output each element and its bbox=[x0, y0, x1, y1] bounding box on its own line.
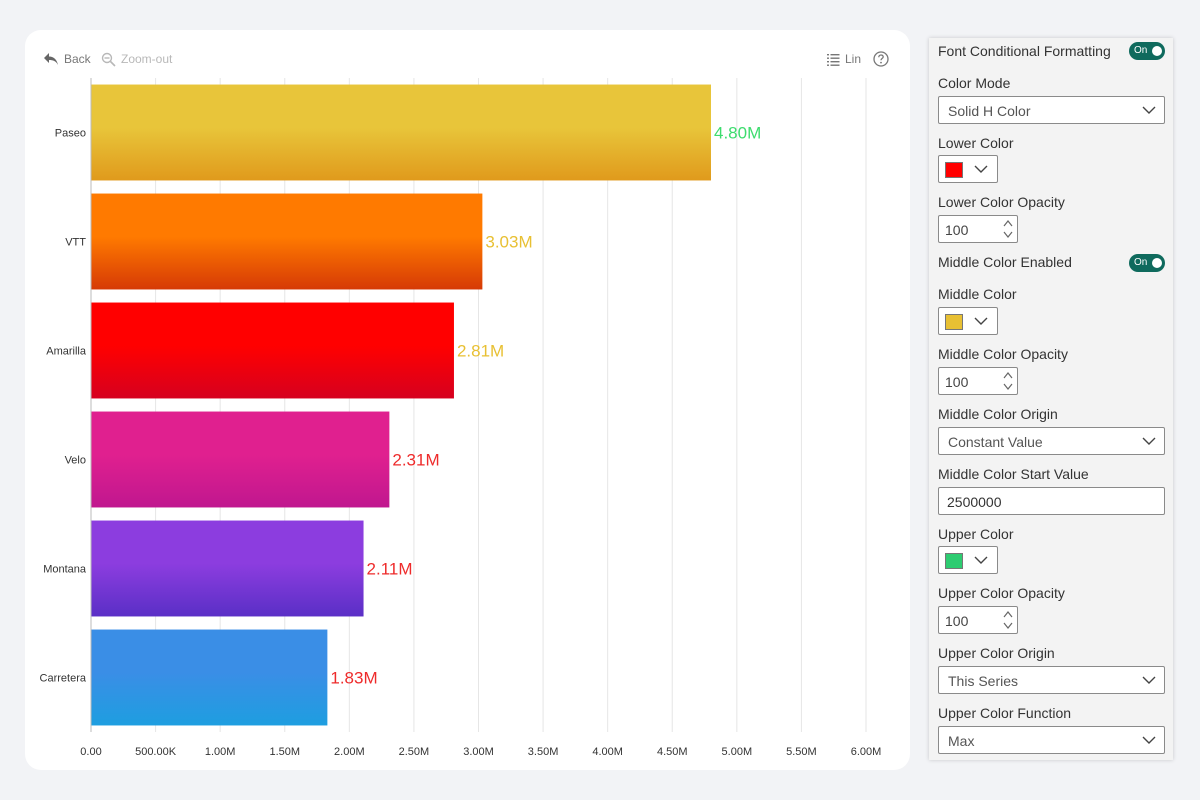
color-mode-label: Color Mode bbox=[938, 75, 1011, 91]
upper-color-swatch bbox=[945, 553, 963, 569]
toggle-knob bbox=[1152, 46, 1162, 56]
chart-toolbar: Back Zoom-out Lin bbox=[43, 50, 892, 70]
bar[interactable] bbox=[91, 302, 454, 399]
middle-color-start-value-input[interactable]: 2500000 bbox=[938, 487, 1165, 515]
upper-color-opacity-spinner[interactable]: 100 bbox=[938, 606, 1018, 634]
upper-color-function-label: Upper Color Function bbox=[938, 705, 1072, 721]
middle-color-opacity-value: 100 bbox=[945, 374, 969, 390]
data-label: 2.31M bbox=[392, 451, 439, 470]
bar-chart: Paseo 4.80M VTT 3.03M Amarilla 2.81M Velo 2.31M… bbox=[40, 78, 882, 758]
middle-color-origin-value: Constant Value bbox=[948, 434, 1043, 450]
bar[interactable] bbox=[91, 193, 483, 290]
zoom-out-button[interactable]: Zoom-out bbox=[101, 50, 172, 68]
middle-color-label: Middle Color bbox=[938, 286, 1017, 302]
middle-color-start-value: 2500000 bbox=[947, 494, 1002, 510]
lower-color-opacity-label: Lower Color Opacity bbox=[938, 194, 1065, 210]
chevron-down-icon bbox=[974, 165, 988, 173]
upper-color-origin-value: This Series bbox=[948, 673, 1019, 689]
color-mode-value: Solid H Color bbox=[948, 103, 1031, 119]
x-tick-label: 1.50M bbox=[269, 746, 300, 758]
x-tick-label: 4.00M bbox=[592, 746, 623, 758]
bar[interactable] bbox=[91, 520, 364, 617]
middle-color-swatch bbox=[945, 314, 963, 330]
x-tick-label: 2.00M bbox=[334, 746, 365, 758]
upper-color-function-dropdown[interactable]: Max bbox=[938, 726, 1165, 754]
x-tick-label: 3.00M bbox=[463, 746, 494, 758]
back-label: Back bbox=[64, 52, 91, 66]
middle-color-origin-dropdown[interactable]: Constant Value bbox=[938, 427, 1165, 455]
data-label: 4.80M bbox=[714, 124, 761, 143]
upper-color-picker[interactable] bbox=[938, 546, 998, 574]
middle-color-start-value-label: Middle Color Start Value bbox=[938, 466, 1089, 482]
x-tick-label: 6.00M bbox=[851, 746, 882, 758]
bar[interactable] bbox=[91, 629, 328, 726]
x-tick-label: 2.50M bbox=[399, 746, 430, 758]
chevron-down-icon bbox=[974, 556, 988, 564]
middle-color-opacity-label: Middle Color Opacity bbox=[938, 346, 1068, 362]
lower-color-swatch bbox=[945, 162, 963, 178]
chevron-down-icon bbox=[1142, 106, 1156, 114]
upper-color-function-value: Max bbox=[948, 733, 975, 749]
help-button[interactable] bbox=[873, 50, 889, 68]
chevron-down-icon bbox=[1142, 676, 1156, 684]
back-arrow-icon bbox=[44, 53, 58, 65]
upper-color-opacity-value: 100 bbox=[945, 613, 969, 629]
chevron-down-icon bbox=[1142, 437, 1156, 445]
upper-color-label: Upper Color bbox=[938, 526, 1014, 542]
category-label: Amarilla bbox=[46, 346, 87, 358]
x-tick-label: 5.00M bbox=[722, 746, 753, 758]
font-conditional-formatting-toggle[interactable]: On bbox=[1129, 42, 1165, 60]
zoom-out-icon bbox=[101, 52, 116, 67]
data-label: 2.11M bbox=[367, 560, 413, 579]
data-label: 3.03M bbox=[485, 233, 532, 252]
category-label: Carretera bbox=[40, 673, 87, 685]
x-tick-label: 0.00 bbox=[80, 746, 101, 758]
zoom-out-label: Zoom-out bbox=[121, 52, 173, 66]
data-label: 2.81M bbox=[457, 342, 504, 361]
category-label: Paseo bbox=[55, 128, 86, 140]
x-tick-label: 4.50M bbox=[657, 746, 688, 758]
middle-color-origin-label: Middle Color Origin bbox=[938, 406, 1058, 422]
font-conditional-formatting-label: Font Conditional Formatting bbox=[938, 43, 1111, 59]
x-tick-label: 500.00K bbox=[135, 746, 177, 758]
data-label: 1.83M bbox=[330, 669, 377, 688]
format-panel: Font Conditional Formatting On Color Mod… bbox=[929, 38, 1173, 760]
lower-color-opacity-value: 100 bbox=[945, 222, 969, 238]
chevron-down-icon bbox=[1142, 736, 1156, 744]
toggle-knob bbox=[1152, 258, 1162, 268]
x-tick-label: 3.50M bbox=[528, 746, 559, 758]
category-label: VTT bbox=[65, 237, 86, 249]
spinner-arrows-icon[interactable] bbox=[1002, 218, 1014, 240]
middle-color-picker[interactable] bbox=[938, 307, 998, 335]
chart-card: Paseo 4.80M VTT 3.03M Amarilla 2.81M Velo 2.31M… bbox=[25, 30, 910, 770]
x-tick-label: 1.00M bbox=[205, 746, 236, 758]
toggle-state: On bbox=[1134, 257, 1148, 268]
help-icon bbox=[873, 51, 889, 67]
bar[interactable] bbox=[91, 84, 711, 181]
back-button[interactable]: Back bbox=[43, 50, 91, 68]
list-icon bbox=[827, 53, 840, 66]
middle-color-enabled-label: Middle Color Enabled bbox=[938, 254, 1072, 270]
scale-toggle-button[interactable]: Lin bbox=[827, 50, 861, 68]
scale-label: Lin bbox=[845, 52, 862, 66]
spinner-arrows-icon[interactable] bbox=[1002, 609, 1014, 631]
color-mode-dropdown[interactable]: Solid H Color bbox=[938, 96, 1165, 124]
chevron-down-icon bbox=[974, 317, 988, 325]
lower-color-label: Lower Color bbox=[938, 135, 1014, 151]
upper-color-origin-label: Upper Color Origin bbox=[938, 645, 1055, 661]
upper-color-opacity-label: Upper Color Opacity bbox=[938, 585, 1065, 601]
upper-color-origin-dropdown[interactable]: This Series bbox=[938, 666, 1165, 694]
lower-color-opacity-spinner[interactable]: 100 bbox=[938, 215, 1018, 243]
middle-color-enabled-toggle[interactable]: On bbox=[1129, 254, 1165, 272]
x-tick-label: 5.50M bbox=[786, 746, 817, 758]
bar[interactable] bbox=[91, 411, 390, 508]
spinner-arrows-icon[interactable] bbox=[1002, 370, 1014, 392]
category-label: Montana bbox=[43, 564, 87, 576]
lower-color-picker[interactable] bbox=[938, 155, 998, 183]
middle-color-opacity-spinner[interactable]: 100 bbox=[938, 367, 1018, 395]
category-label: Velo bbox=[65, 455, 86, 467]
toggle-state: On bbox=[1134, 45, 1148, 56]
